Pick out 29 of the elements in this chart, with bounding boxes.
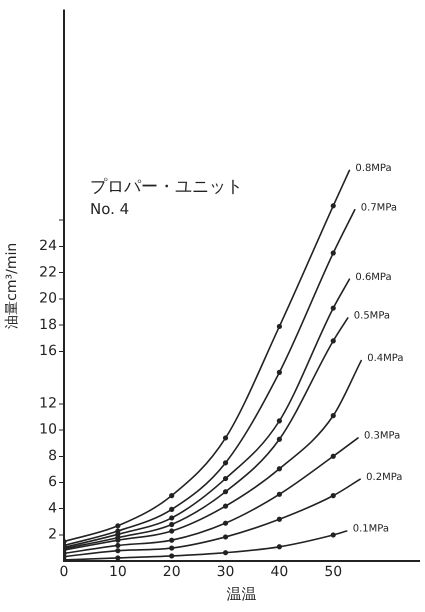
x-tick-label: 50: [324, 564, 342, 580]
series-label: 0.5MPa: [354, 310, 390, 322]
y-tick-label: 2: [48, 526, 57, 543]
series-label: 0.4MPa: [367, 353, 404, 364]
series-label: 0.1MPa: [352, 524, 389, 535]
y-tick-label: 4: [48, 500, 58, 516]
series-label: 0.3MPa: [364, 430, 400, 442]
y-tick-label: 18: [39, 316, 57, 333]
x-tick-label: 0: [60, 564, 68, 580]
y-tick-label: 22: [39, 264, 57, 280]
x-tick-label: 10: [108, 564, 127, 580]
x-tick-label: 30: [216, 564, 234, 580]
y-tick-label: 12: [39, 395, 57, 412]
y-axis-title: 油量cm³/min: [4, 242, 20, 329]
y-tick-label: 8: [48, 448, 57, 464]
x-tick-label: 40: [270, 564, 288, 580]
y-tick-label: 24: [39, 238, 58, 254]
y-tick-label: 16: [39, 343, 58, 360]
text: No. 4: [90, 200, 130, 218]
series-label: 0.2MPa: [366, 472, 402, 483]
series-label: 0.6MPa: [355, 272, 392, 283]
series-label: 0.7MPa: [360, 202, 398, 214]
y-tick-label: 20: [39, 290, 57, 307]
series-label: 0.8MPa: [355, 162, 392, 174]
y-tick-label: 10: [39, 422, 57, 438]
text: プロパー・ユニット: [90, 177, 243, 197]
y-tick-label: 6: [48, 474, 58, 490]
x-axis-title: 温温: [226, 584, 257, 603]
x-tick-label: 20: [162, 564, 181, 580]
